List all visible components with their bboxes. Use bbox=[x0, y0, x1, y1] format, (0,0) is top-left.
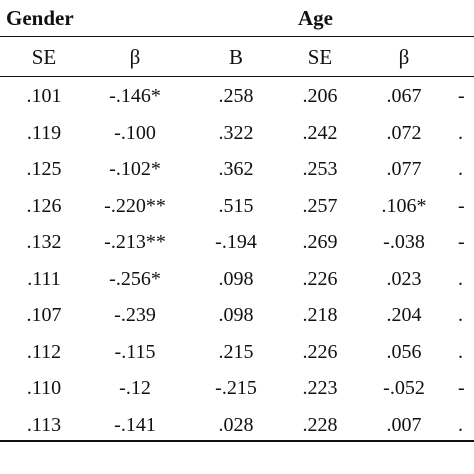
table-cell: .110 bbox=[26, 377, 62, 399]
column-header: SE bbox=[307, 45, 333, 69]
table-cell: .226 bbox=[302, 267, 338, 290]
table-cell: .107 bbox=[26, 304, 62, 326]
table-cell: -.12 bbox=[119, 377, 151, 399]
gender-group-header: Gender bbox=[6, 6, 74, 30]
table-cell: - bbox=[458, 377, 465, 399]
table-cell: .098 bbox=[218, 267, 254, 290]
table-cell: - bbox=[458, 85, 465, 107]
table-cell: . bbox=[458, 158, 463, 180]
column-header bbox=[429, 42, 474, 72]
age-group-header: Age bbox=[298, 6, 333, 30]
table-cell: . bbox=[458, 340, 463, 363]
table-cell: . bbox=[458, 121, 463, 144]
table-cell: . bbox=[458, 267, 463, 290]
table-cell: .056 bbox=[386, 340, 422, 363]
column-header: β bbox=[398, 45, 410, 69]
column-header: B bbox=[228, 45, 243, 69]
table-cell: -.239 bbox=[114, 304, 156, 326]
table-cell: -.215 bbox=[215, 377, 257, 399]
table-cell: .206 bbox=[302, 85, 338, 107]
table-cell: .218 bbox=[302, 304, 338, 326]
table-cell: .253 bbox=[302, 158, 338, 180]
table-cell: .228 bbox=[302, 413, 338, 436]
table-cell: .126 bbox=[26, 194, 62, 217]
table-cell: -.220** bbox=[104, 194, 166, 217]
table-cell: .023 bbox=[386, 267, 422, 290]
table-cell: .119 bbox=[26, 121, 62, 144]
table-cell: .362 bbox=[218, 158, 254, 180]
table-cell: -.194 bbox=[215, 231, 257, 253]
table-cell: .215 bbox=[218, 340, 254, 363]
table-cell: .223 bbox=[302, 377, 338, 399]
table-cell: -.038 bbox=[383, 231, 425, 253]
table-cell: . bbox=[458, 413, 463, 436]
table-cell: .106* bbox=[381, 194, 427, 217]
table-cell: -.146* bbox=[109, 85, 161, 107]
table-cell: .132 bbox=[26, 231, 62, 253]
table-cell: . bbox=[458, 304, 463, 326]
column-header-rule bbox=[0, 76, 474, 77]
table-cell: .101 bbox=[26, 85, 62, 107]
table-cell: .028 bbox=[218, 413, 254, 436]
table-cell: - bbox=[458, 231, 465, 253]
table-cell: -.115 bbox=[114, 340, 156, 363]
table-cell: .269 bbox=[302, 231, 338, 253]
column-header: β bbox=[129, 45, 141, 69]
table-cell: .067 bbox=[386, 85, 422, 107]
table-cell: .515 bbox=[218, 194, 254, 217]
table-cell: .242 bbox=[302, 121, 338, 144]
table-cell: - bbox=[458, 194, 465, 217]
column-header: SE bbox=[31, 45, 57, 69]
table-cell: -.256* bbox=[109, 267, 161, 290]
header-rule bbox=[0, 36, 474, 37]
table-cell: .257 bbox=[302, 194, 338, 217]
table-cell: -.052 bbox=[383, 377, 425, 399]
bottom-rule bbox=[0, 440, 474, 442]
table-cell: .258 bbox=[218, 85, 254, 107]
table-cell: -.100 bbox=[114, 121, 156, 144]
table-cell: .077 bbox=[386, 158, 422, 180]
table-cell: .007 bbox=[386, 413, 422, 436]
table-cell: .111 bbox=[27, 267, 61, 290]
table-cell: -.213** bbox=[104, 231, 166, 253]
table-cell: .204 bbox=[386, 304, 422, 326]
table-cell: .113 bbox=[26, 413, 62, 436]
table-cell: .098 bbox=[218, 304, 254, 326]
table-cell: .072 bbox=[386, 121, 422, 144]
table-cell: .112 bbox=[26, 340, 62, 363]
table-cell: -.102* bbox=[109, 158, 161, 180]
table-cell: -.141 bbox=[114, 413, 156, 436]
table-cell: .322 bbox=[218, 121, 254, 144]
table-cell: .226 bbox=[302, 340, 338, 363]
table-cell: .125 bbox=[26, 158, 62, 180]
